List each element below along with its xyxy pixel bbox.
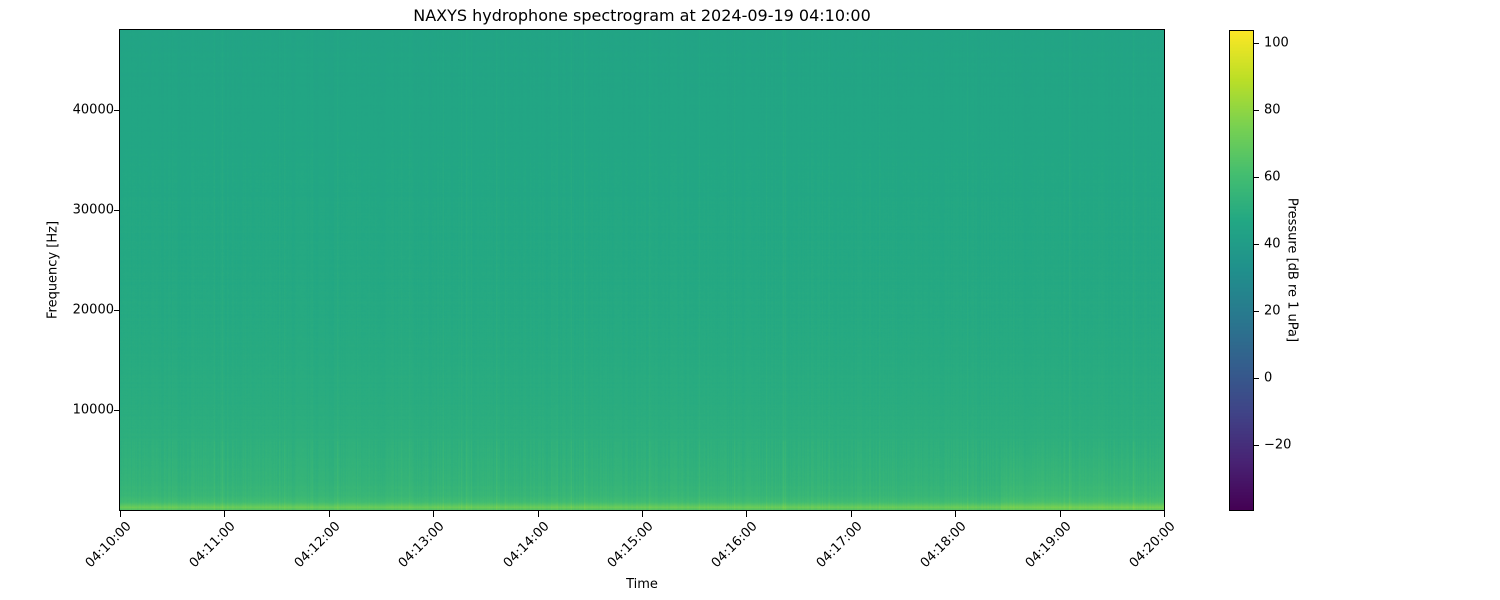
- colorbar-tick: [1254, 177, 1259, 179]
- colorbar-label: Pressure [dB re 1 uPa]: [1284, 197, 1300, 343]
- x-tick: [120, 511, 121, 517]
- x-tick-label: 04:20:00: [1126, 519, 1179, 571]
- y-tick: [114, 410, 120, 411]
- y-tick-label: 20000: [72, 302, 114, 318]
- y-tick: [114, 310, 120, 311]
- x-tick: [1164, 511, 1165, 517]
- colorbar-tick-label: −20: [1264, 437, 1292, 453]
- x-tick-label: 04:17:00: [813, 519, 866, 571]
- colorbar-tick-label: 40: [1264, 236, 1281, 252]
- x-tick: [537, 511, 539, 517]
- x-tick-label: 04:19:00: [1022, 519, 1075, 571]
- colorbar-tick: [1254, 244, 1259, 246]
- x-tick-label: 04:13:00: [395, 519, 448, 571]
- colorbar-tick: [1254, 444, 1259, 446]
- y-tick: [114, 210, 120, 211]
- colorbar: [1229, 30, 1253, 510]
- x-axis-label: Time: [626, 577, 658, 592]
- y-axis-label: Frequency [Hz]: [45, 220, 61, 320]
- y-tick-label: 10000: [72, 402, 114, 418]
- colorbar-tick: [1254, 110, 1259, 112]
- x-tick: [850, 511, 852, 517]
- x-tick-label: 04:15:00: [604, 519, 657, 571]
- colorbar-tick-label: 60: [1264, 169, 1281, 185]
- y-tick-label: 40000: [72, 102, 114, 118]
- chart-title: NAXYS hydrophone spectrogram at 2024-09-…: [413, 6, 871, 25]
- x-tick: [642, 511, 643, 517]
- spectrogram-image: [120, 30, 1164, 510]
- plot-area: [120, 30, 1164, 510]
- colorbar-tick: [1254, 310, 1259, 312]
- colorbar-tick-label: 0: [1264, 370, 1273, 386]
- x-tick-label: 04:10:00: [82, 519, 135, 571]
- x-tick: [328, 511, 330, 517]
- x-tick-label: 04:11:00: [187, 519, 239, 571]
- y-tick-label: 30000: [72, 202, 114, 218]
- x-tick: [224, 511, 226, 517]
- colorbar-tick-label: 80: [1264, 102, 1281, 118]
- colorbar-tick: [1254, 377, 1259, 379]
- colorbar-tick-label: 20: [1264, 303, 1281, 319]
- x-tick: [955, 511, 957, 517]
- x-tick: [433, 511, 435, 517]
- x-tick: [746, 511, 748, 517]
- x-tick: [1059, 511, 1061, 517]
- x-tick-label: 04:14:00: [500, 519, 553, 571]
- y-tick: [114, 110, 120, 111]
- x-tick-label: 04:16:00: [709, 519, 761, 571]
- colorbar-tick: [1254, 43, 1259, 45]
- x-tick-label: 04:18:00: [917, 519, 970, 571]
- colorbar-tick-label: 100: [1264, 35, 1289, 51]
- x-tick-label: 04:12:00: [291, 519, 344, 571]
